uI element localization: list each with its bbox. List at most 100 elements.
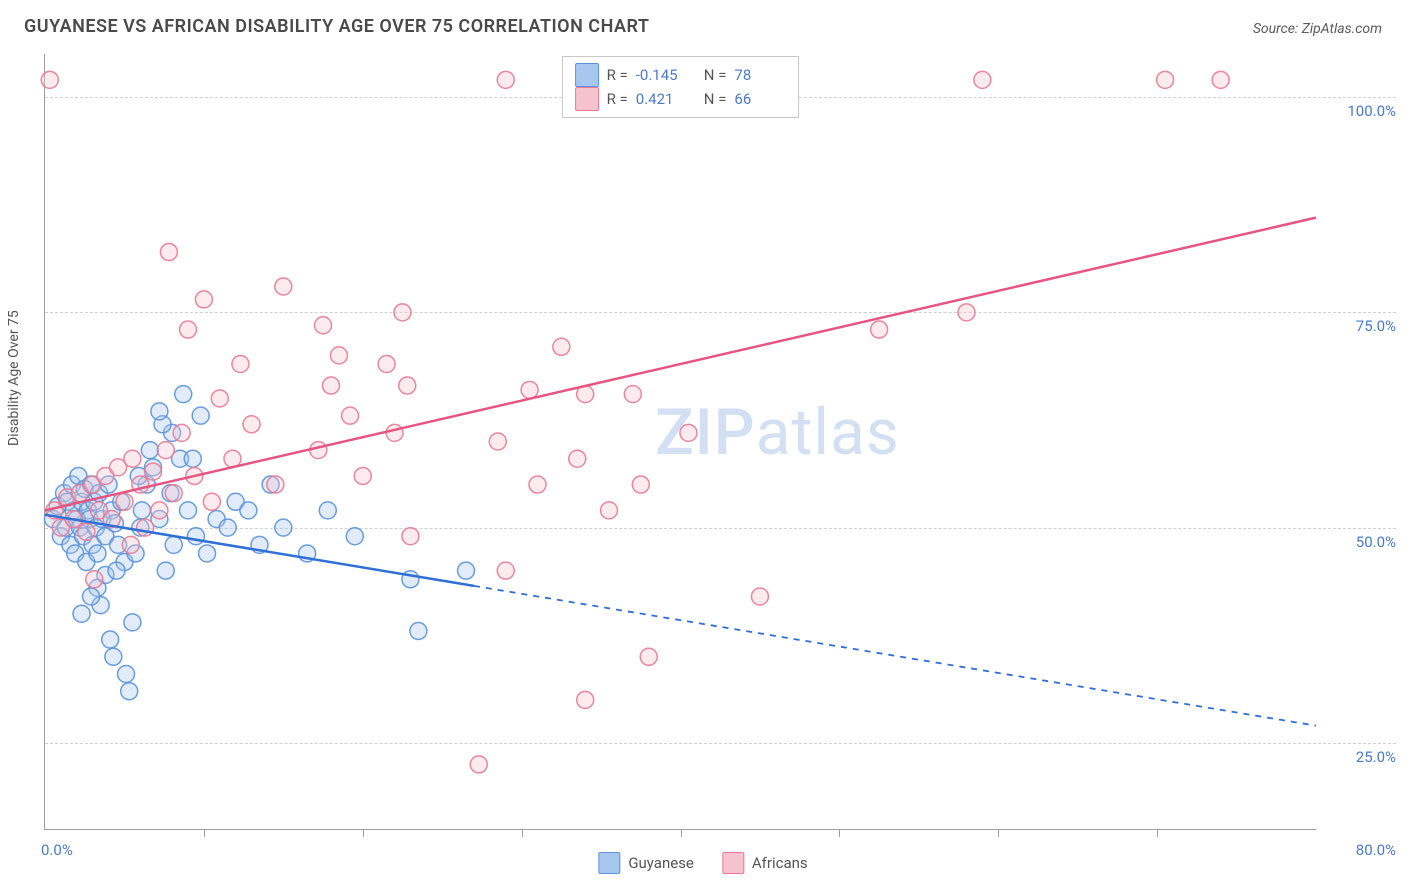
y-tick-label: 75.0% bbox=[1350, 317, 1396, 335]
legend-n-label: N = bbox=[704, 88, 727, 111]
data-point bbox=[232, 356, 249, 373]
data-point bbox=[310, 442, 327, 459]
data-point bbox=[680, 424, 697, 441]
correlation-legend: R = -0.145 N = 78R = 0.421 N = 66 bbox=[562, 56, 800, 118]
data-point bbox=[402, 528, 419, 545]
legend-n-label: N = bbox=[704, 64, 727, 87]
x-tick bbox=[839, 829, 840, 837]
data-point bbox=[179, 321, 196, 338]
legend-n-value: 66 bbox=[734, 88, 786, 111]
data-point bbox=[151, 403, 168, 420]
scatter-plot bbox=[45, 54, 1316, 829]
data-point bbox=[521, 381, 538, 398]
data-point bbox=[497, 71, 514, 88]
data-point bbox=[751, 588, 768, 605]
data-point bbox=[141, 442, 158, 459]
data-point bbox=[41, 71, 58, 88]
data-point bbox=[386, 424, 403, 441]
data-point bbox=[394, 304, 411, 321]
data-point bbox=[157, 562, 174, 579]
y-tick-label: 50.0% bbox=[1350, 533, 1396, 551]
data-point bbox=[124, 614, 141, 631]
x-tick bbox=[681, 829, 682, 837]
legend-r-label: R = bbox=[607, 88, 628, 111]
chart-area: ZIPatlas R =-0.145N =78R =0.421N =66 0.0… bbox=[44, 54, 1316, 830]
data-point bbox=[601, 502, 618, 519]
data-point bbox=[151, 502, 168, 519]
x-axis-min-label: 0.0% bbox=[41, 841, 73, 859]
data-point bbox=[195, 291, 212, 308]
data-point bbox=[86, 571, 103, 588]
data-point bbox=[173, 424, 190, 441]
legend-r-value: 0.421 bbox=[636, 88, 688, 111]
y-axis-label: Disability Age Over 75 bbox=[6, 310, 22, 446]
data-point bbox=[322, 377, 339, 394]
legend-row: R = 0.421 N = 66 bbox=[575, 87, 787, 111]
data-point bbox=[179, 502, 196, 519]
x-tick bbox=[363, 829, 364, 837]
y-tick-label: 25.0% bbox=[1350, 748, 1396, 766]
y-tick-label: 100.0% bbox=[1341, 102, 1396, 120]
data-point bbox=[632, 476, 649, 493]
data-point bbox=[145, 463, 162, 480]
series-label: Africans bbox=[752, 854, 808, 872]
data-point bbox=[1157, 71, 1174, 88]
data-point bbox=[184, 450, 201, 467]
data-point bbox=[165, 485, 182, 502]
x-tick bbox=[522, 829, 523, 837]
data-point bbox=[78, 523, 95, 540]
data-point bbox=[354, 467, 371, 484]
data-point bbox=[124, 450, 141, 467]
legend-r-value: -0.145 bbox=[636, 64, 688, 87]
data-point bbox=[275, 278, 292, 295]
data-point bbox=[553, 338, 570, 355]
x-tick bbox=[1157, 829, 1158, 837]
data-point bbox=[577, 691, 594, 708]
data-point bbox=[319, 502, 336, 519]
data-point bbox=[275, 519, 292, 536]
data-point bbox=[122, 536, 139, 553]
data-point bbox=[410, 622, 427, 639]
data-point bbox=[378, 356, 395, 373]
data-point bbox=[330, 347, 347, 364]
data-point bbox=[240, 502, 257, 519]
chart-source: Source: ZipAtlas.com bbox=[1253, 21, 1382, 37]
data-point bbox=[640, 648, 657, 665]
data-point bbox=[175, 386, 192, 403]
data-point bbox=[871, 321, 888, 338]
data-point bbox=[399, 377, 416, 394]
legend-swatch bbox=[722, 852, 744, 874]
trend-line-extrapolated bbox=[474, 586, 1316, 726]
data-point bbox=[470, 756, 487, 773]
x-tick bbox=[998, 829, 999, 837]
data-point bbox=[569, 450, 586, 467]
series-legend: Guyanese Africans bbox=[598, 852, 807, 874]
legend-n-value: 78 bbox=[734, 64, 786, 87]
data-point bbox=[342, 407, 359, 424]
data-point bbox=[624, 386, 641, 403]
data-point bbox=[489, 433, 506, 450]
legend-row: R =-0.145N =78 bbox=[575, 63, 787, 87]
chart-title: GUYANESE VS AFRICAN DISABILITY AGE OVER … bbox=[24, 16, 649, 37]
data-point bbox=[458, 562, 475, 579]
data-point bbox=[73, 605, 90, 622]
legend-swatch bbox=[598, 852, 620, 874]
data-point bbox=[529, 476, 546, 493]
data-point bbox=[165, 536, 182, 553]
data-point bbox=[1212, 71, 1229, 88]
data-point bbox=[243, 416, 260, 433]
data-point bbox=[108, 562, 125, 579]
legend-swatch bbox=[575, 87, 599, 111]
data-point bbox=[315, 317, 332, 334]
series-label: Guyanese bbox=[628, 854, 694, 872]
data-point bbox=[105, 648, 122, 665]
data-point bbox=[219, 519, 236, 536]
x-tick bbox=[204, 829, 205, 837]
data-point bbox=[133, 502, 150, 519]
data-point bbox=[203, 493, 220, 510]
data-point bbox=[89, 545, 106, 562]
data-point bbox=[497, 562, 514, 579]
data-point bbox=[118, 666, 135, 683]
data-point bbox=[102, 631, 119, 648]
data-point bbox=[116, 493, 133, 510]
